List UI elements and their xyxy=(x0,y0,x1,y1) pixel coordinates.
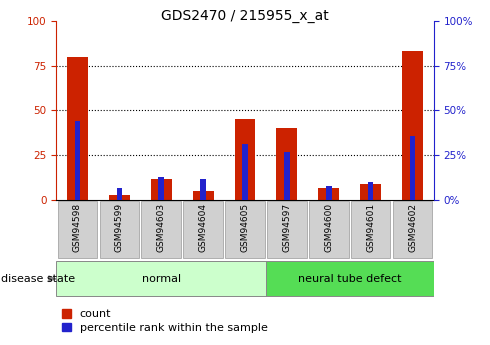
Bar xyxy=(276,128,297,200)
Text: GSM94603: GSM94603 xyxy=(157,203,166,252)
FancyBboxPatch shape xyxy=(58,201,97,258)
Bar xyxy=(242,145,248,200)
FancyBboxPatch shape xyxy=(99,201,139,258)
Bar xyxy=(368,182,373,200)
Text: neural tube defect: neural tube defect xyxy=(298,274,402,284)
Bar xyxy=(151,179,171,200)
FancyBboxPatch shape xyxy=(309,201,348,258)
Bar xyxy=(402,51,423,200)
Bar xyxy=(360,184,381,200)
Bar xyxy=(318,188,339,200)
Bar xyxy=(109,195,130,200)
FancyBboxPatch shape xyxy=(183,201,223,258)
Legend: count, percentile rank within the sample: count, percentile rank within the sample xyxy=(62,309,268,333)
Text: GSM94604: GSM94604 xyxy=(198,203,208,252)
Text: GSM94599: GSM94599 xyxy=(115,203,124,252)
FancyBboxPatch shape xyxy=(225,201,265,258)
FancyBboxPatch shape xyxy=(393,201,432,258)
Bar xyxy=(67,57,88,200)
Text: normal: normal xyxy=(142,274,181,284)
Text: GSM94605: GSM94605 xyxy=(241,203,249,252)
Bar xyxy=(193,191,214,200)
FancyBboxPatch shape xyxy=(142,201,181,258)
Bar xyxy=(74,121,80,200)
Bar xyxy=(117,188,122,200)
Bar xyxy=(410,136,416,200)
Text: GSM94597: GSM94597 xyxy=(282,203,292,252)
FancyBboxPatch shape xyxy=(267,201,307,258)
Text: GDS2470 / 215955_x_at: GDS2470 / 215955_x_at xyxy=(161,9,329,23)
Text: GSM94602: GSM94602 xyxy=(408,203,417,252)
FancyBboxPatch shape xyxy=(351,201,391,258)
Bar xyxy=(200,179,206,200)
Bar xyxy=(158,177,164,200)
FancyBboxPatch shape xyxy=(56,261,266,296)
Text: disease state: disease state xyxy=(1,274,75,284)
Text: GSM94601: GSM94601 xyxy=(366,203,375,252)
FancyBboxPatch shape xyxy=(266,261,434,296)
Bar xyxy=(235,119,255,200)
Text: GSM94600: GSM94600 xyxy=(324,203,333,252)
Bar xyxy=(326,186,332,200)
Text: GSM94598: GSM94598 xyxy=(73,203,82,252)
Bar xyxy=(284,152,290,200)
